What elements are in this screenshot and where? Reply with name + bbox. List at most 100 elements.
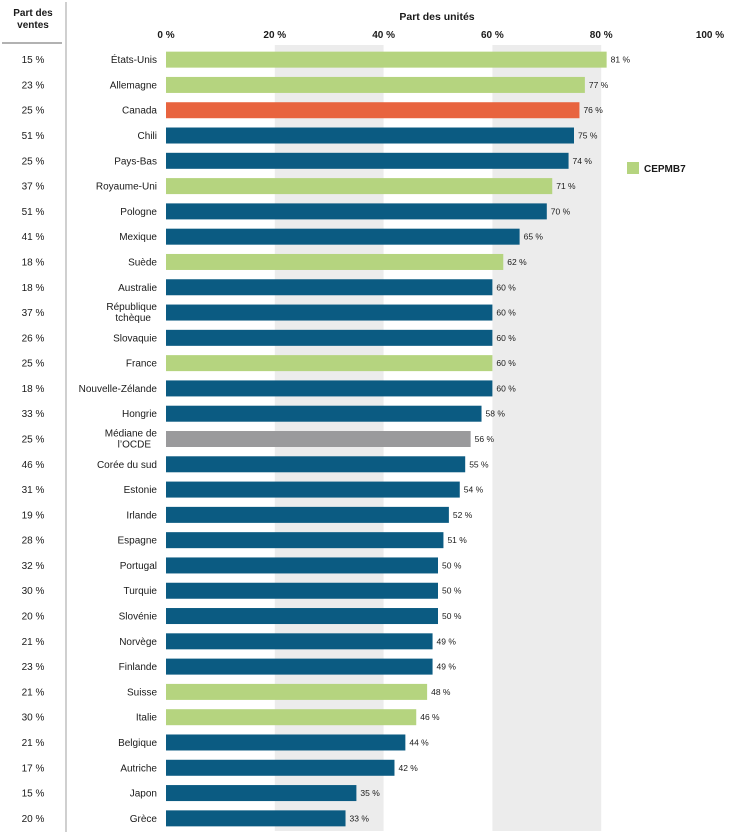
chart-row: 30 % Italie 46 % bbox=[22, 709, 440, 726]
x-axis-ticks: 0 % 20 % 40 % 60 % 80 % 100 % bbox=[157, 30, 724, 41]
sales-share-label: 25 % bbox=[22, 359, 45, 370]
bar bbox=[166, 608, 438, 625]
x-tick-label: 100 % bbox=[696, 30, 724, 41]
bar-value-label: 51 % bbox=[447, 535, 467, 545]
bar bbox=[166, 203, 547, 220]
bar-value-label: 33 % bbox=[350, 813, 370, 823]
sales-share-label: 32 % bbox=[22, 561, 45, 572]
sales-share-label: 19 % bbox=[22, 510, 45, 521]
x-tick-label: 20 % bbox=[263, 30, 286, 41]
chart-rows: 15 % États-Unis 81 % 23 % Allemagne 77 % 25 % C… bbox=[22, 51, 630, 827]
grid-band bbox=[492, 45, 602, 831]
country-label: Australie bbox=[118, 283, 157, 294]
bar-value-label: 50 % bbox=[442, 586, 462, 596]
bar-value-label: 46 % bbox=[420, 712, 440, 722]
bar-value-label: 60 % bbox=[496, 333, 516, 343]
country-label: Suède bbox=[128, 257, 157, 268]
bar-value-label: 52 % bbox=[453, 510, 473, 520]
bar-value-label: 60 % bbox=[496, 383, 516, 393]
bar bbox=[166, 481, 460, 498]
bar bbox=[166, 532, 444, 549]
bar-value-label: 42 % bbox=[398, 763, 418, 773]
sales-share-label: 21 % bbox=[22, 738, 45, 749]
bar bbox=[166, 279, 493, 296]
bar-value-label: 65 % bbox=[524, 232, 544, 242]
bar bbox=[166, 683, 428, 700]
bar-value-label: 44 % bbox=[409, 737, 429, 747]
bar bbox=[166, 506, 449, 523]
country-label: Médiane de l’OCDE bbox=[105, 429, 158, 451]
sales-share-label: 23 % bbox=[22, 80, 45, 91]
chart-row: 37 % République tchèque 60 % bbox=[22, 302, 517, 324]
bar bbox=[166, 405, 482, 422]
bar-value-label: 76 % bbox=[583, 105, 603, 115]
chart-row: 33 % Hongrie 58 % bbox=[22, 405, 506, 422]
country-label: Belgique bbox=[118, 738, 157, 749]
sales-share-label: 18 % bbox=[22, 384, 45, 395]
bar bbox=[166, 127, 574, 144]
bar bbox=[166, 709, 417, 726]
bar-value-label: 50 % bbox=[442, 611, 462, 621]
bar bbox=[166, 557, 438, 574]
bar-value-label: 35 % bbox=[360, 788, 380, 798]
country-label: République tchèque bbox=[106, 302, 157, 324]
country-label: Pays-Bas bbox=[114, 156, 157, 167]
sales-share-label: 30 % bbox=[22, 713, 45, 724]
sales-share-label: 31 % bbox=[22, 485, 45, 496]
chart-row: 37 % Royaume-Uni 71 % bbox=[22, 178, 576, 195]
country-label: Espagne bbox=[118, 536, 158, 547]
bar bbox=[166, 633, 433, 650]
country-label: Pologne bbox=[120, 207, 157, 218]
country-label: Portugal bbox=[120, 561, 157, 572]
sales-share-label: 25 % bbox=[22, 435, 45, 446]
sales-share-label: 18 % bbox=[22, 257, 45, 268]
country-label: Italie bbox=[136, 713, 158, 724]
bar-value-label: 60 % bbox=[496, 358, 516, 368]
chart-row: 19 % Irlande 52 % bbox=[22, 506, 473, 523]
country-label: Hongrie bbox=[122, 409, 157, 420]
chart-row: 28 % Espagne 51 % bbox=[22, 532, 467, 549]
country-label: Grèce bbox=[130, 814, 158, 825]
bar bbox=[166, 102, 580, 119]
bar-value-label: 58 % bbox=[486, 409, 506, 419]
bar bbox=[166, 253, 504, 270]
sales-share-label: 30 % bbox=[22, 586, 45, 597]
chart-row: 18 % Suède 62 % bbox=[22, 253, 527, 270]
sales-share-label: 20 % bbox=[22, 814, 45, 825]
chart-row: 25 % Canada 76 % bbox=[22, 102, 603, 119]
x-tick-label: 40 % bbox=[372, 30, 395, 41]
bar bbox=[166, 152, 569, 169]
country-label: Chili bbox=[138, 131, 157, 142]
bar bbox=[166, 304, 493, 321]
chart-row: 23 % Allemagne 77 % bbox=[22, 76, 609, 93]
chart-row: 18 % Nouvelle-Zélande 60 % bbox=[22, 380, 516, 397]
bar bbox=[166, 355, 493, 372]
country-label: Suisse bbox=[127, 687, 157, 698]
bar bbox=[166, 759, 395, 776]
bar-value-label: 62 % bbox=[507, 257, 527, 267]
legend: CEPMB7 bbox=[627, 162, 686, 175]
chart-row: 15 % Japon 35 % bbox=[22, 785, 380, 802]
chart-row: 26 % Slovaquie 60 % bbox=[22, 329, 516, 346]
bar-value-label: 48 % bbox=[431, 687, 451, 697]
sales-column-header-line1: Part des bbox=[13, 8, 53, 19]
country-label: Allemagne bbox=[110, 80, 158, 91]
country-label: Norvège bbox=[119, 637, 157, 648]
sales-share-label: 46 % bbox=[22, 460, 45, 471]
chart-row: 32 % Portugal 50 % bbox=[22, 557, 462, 574]
chart-row: 23 % Finlande 49 % bbox=[22, 658, 456, 675]
legend-label-cepmb7: CEPMB7 bbox=[644, 164, 686, 175]
country-label: Nouvelle-Zélande bbox=[79, 384, 158, 395]
chart-row: 20 % Grèce 33 % bbox=[22, 810, 370, 827]
sales-share-label: 37 % bbox=[22, 308, 45, 319]
country-label: Irlande bbox=[126, 510, 157, 521]
country-label: France bbox=[126, 359, 158, 370]
country-label: Japon bbox=[130, 789, 157, 800]
sales-share-label: 23 % bbox=[22, 662, 45, 673]
sales-share-label: 21 % bbox=[22, 687, 45, 698]
bar-value-label: 56 % bbox=[475, 434, 495, 444]
chart-row: 21 % Norvège 49 % bbox=[22, 633, 456, 650]
bar bbox=[166, 228, 520, 245]
country-label: Royaume-Uni bbox=[96, 182, 157, 193]
